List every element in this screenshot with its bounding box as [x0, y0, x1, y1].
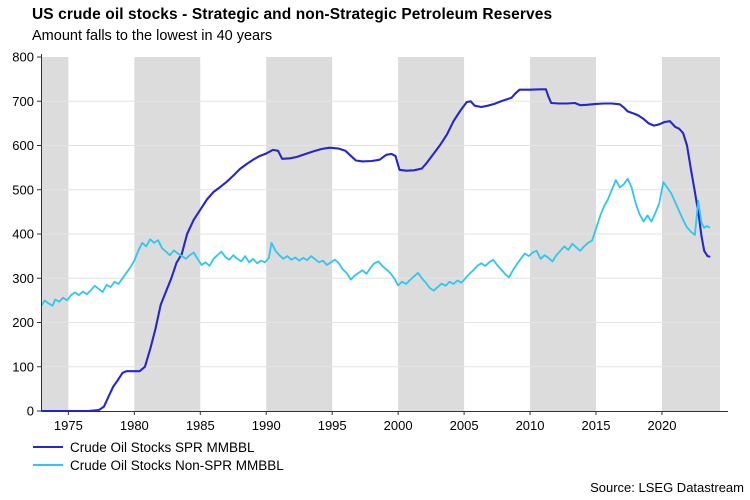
x-tick-label: 2005	[450, 418, 479, 433]
y-tick-label: 300	[12, 271, 34, 286]
legend-label-non-spr: Crude Oil Stocks Non-SPR MMBBL	[70, 457, 284, 473]
y-tick-label: 700	[12, 94, 34, 109]
y-tick-label: 500	[12, 182, 34, 197]
y-tick-label: 100	[12, 359, 34, 374]
y-tick-label: 0	[27, 404, 34, 419]
non-spr-line-swatch	[33, 464, 63, 466]
x-tick-label: 1980	[120, 418, 149, 433]
legend-item-spr: Crude Oil Stocks SPR MMBBL	[33, 438, 284, 456]
legend-label-spr: Crude Oil Stocks SPR MMBBL	[70, 439, 255, 455]
legend: Crude Oil Stocks SPR MMBBL Crude Oil Sto…	[33, 438, 284, 474]
y-tick-label: 800	[12, 50, 34, 65]
y-tick-label: 600	[12, 138, 34, 153]
x-tick-label: 1990	[252, 418, 281, 433]
x-tick-label: 2000	[384, 418, 413, 433]
x-tick-label: 1995	[318, 418, 347, 433]
x-tick-label: 1985	[186, 418, 215, 433]
chart-title: US crude oil stocks - Strategic and non-…	[32, 6, 553, 23]
x-tick-label: 2010	[516, 418, 545, 433]
y-tick-label: 400	[12, 227, 34, 242]
y-tick-label: 200	[12, 315, 34, 330]
series-line-spr	[40, 88, 711, 413]
legend-item-non-spr: Crude Oil Stocks Non-SPR MMBBL	[33, 456, 284, 474]
series-line-non-spr	[41, 177, 711, 307]
x-tick-label: 2020	[648, 418, 677, 433]
x-tick-label: 1975	[54, 418, 83, 433]
x-tick-label: 2015	[582, 418, 611, 433]
source-attribution: Source: LSEG Datastream	[590, 480, 744, 495]
chart-subtitle: Amount falls to the lowest in 40 years	[32, 28, 273, 44]
spr-line-swatch	[33, 446, 63, 448]
